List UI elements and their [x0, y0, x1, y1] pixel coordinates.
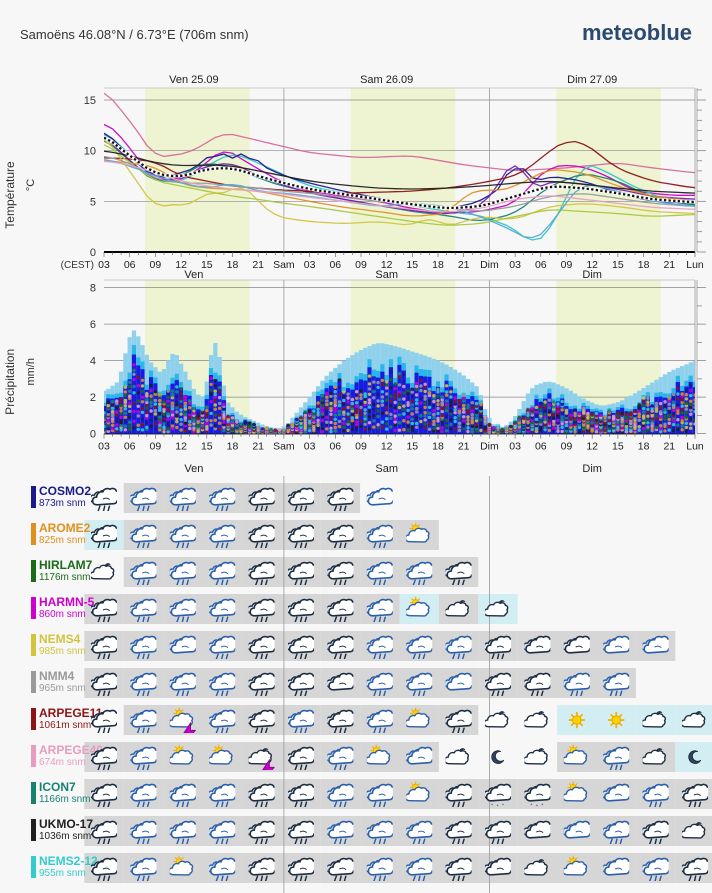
- svg-text:18: 18: [638, 259, 650, 270]
- svg-text:06: 06: [329, 259, 341, 270]
- svg-text:03: 03: [509, 441, 521, 453]
- svg-text:°C: °C: [25, 179, 37, 191]
- svg-text:03: 03: [304, 259, 316, 270]
- svg-text:Dim: Dim: [480, 441, 499, 453]
- svg-text:15: 15: [406, 441, 418, 453]
- svg-text:0: 0: [90, 429, 96, 441]
- svg-text:674m snm: 674m snm: [39, 757, 86, 768]
- svg-text:21: 21: [252, 441, 264, 453]
- svg-text:Température: Température: [3, 161, 17, 229]
- svg-text:ICON7: ICON7: [39, 780, 76, 794]
- svg-text:12: 12: [381, 441, 393, 453]
- svg-text:15: 15: [201, 441, 213, 453]
- svg-text:09: 09: [355, 259, 367, 270]
- svg-text:09: 09: [150, 259, 162, 270]
- svg-text:NMM4: NMM4: [39, 669, 75, 683]
- svg-text:12: 12: [175, 259, 187, 270]
- svg-text:HARMN-5: HARMN-5: [39, 595, 95, 609]
- svg-text:1061m snm: 1061m snm: [39, 720, 91, 731]
- svg-text:09: 09: [355, 441, 367, 453]
- svg-text:10: 10: [84, 146, 96, 158]
- svg-text:985m snm: 985m snm: [39, 646, 86, 657]
- svg-text:mm/h: mm/h: [25, 358, 37, 386]
- svg-text:06: 06: [535, 441, 547, 453]
- svg-text:Ven 25.09: Ven 25.09: [169, 75, 219, 86]
- svg-text:12: 12: [175, 441, 187, 453]
- svg-text:06: 06: [124, 441, 136, 453]
- svg-text:Dim: Dim: [480, 259, 499, 270]
- svg-text:1166m snm: 1166m snm: [39, 794, 91, 805]
- svg-text:18: 18: [432, 259, 444, 270]
- svg-text:NEMS2-12: NEMS2-12: [39, 854, 98, 868]
- svg-text:06: 06: [329, 441, 341, 453]
- svg-text:Sam 26.09: Sam 26.09: [360, 75, 413, 86]
- svg-text:Lun: Lun: [686, 441, 704, 453]
- svg-text:09: 09: [561, 259, 573, 270]
- svg-text:4: 4: [90, 356, 96, 368]
- svg-text:Dim: Dim: [582, 463, 602, 475]
- svg-text:12: 12: [586, 259, 598, 270]
- svg-text:825m snm: 825m snm: [39, 535, 86, 546]
- svg-text:5: 5: [90, 196, 96, 208]
- svg-text:Précipitation: Précipitation: [3, 349, 17, 415]
- svg-text:Sam: Sam: [273, 441, 295, 453]
- svg-text:09: 09: [561, 441, 573, 453]
- svg-text:873m snm: 873m snm: [39, 498, 86, 509]
- svg-text:965m snm: 965m snm: [39, 683, 86, 694]
- svg-text:Dim: Dim: [582, 270, 602, 281]
- svg-text:21: 21: [252, 259, 264, 270]
- svg-text:12: 12: [381, 259, 393, 270]
- svg-text:Ven: Ven: [184, 463, 203, 475]
- svg-text:Sam: Sam: [375, 463, 398, 475]
- svg-text:1176m snm: 1176m snm: [39, 572, 91, 583]
- svg-text:6: 6: [90, 319, 96, 331]
- svg-text:15: 15: [201, 259, 213, 270]
- svg-text:18: 18: [227, 441, 239, 453]
- svg-text:HIRLAM7: HIRLAM7: [39, 558, 93, 572]
- svg-text:0: 0: [90, 247, 96, 259]
- svg-text:21: 21: [663, 441, 675, 453]
- svg-text:18: 18: [638, 441, 650, 453]
- svg-text:06: 06: [124, 259, 136, 270]
- svg-text:2: 2: [90, 392, 96, 404]
- svg-text:03: 03: [98, 259, 110, 270]
- svg-text:03: 03: [98, 441, 110, 453]
- svg-text:COSMO2: COSMO2: [39, 484, 91, 498]
- svg-text:03: 03: [509, 259, 521, 270]
- svg-text:860m snm: 860m snm: [39, 609, 86, 620]
- svg-text:NEMS4: NEMS4: [39, 632, 81, 646]
- svg-text:Sam: Sam: [375, 270, 398, 281]
- svg-text:18: 18: [227, 259, 239, 270]
- svg-text:Ven: Ven: [184, 270, 203, 281]
- svg-text:AROME2: AROME2: [39, 521, 91, 535]
- svg-text:18: 18: [432, 441, 444, 453]
- svg-text:Sam: Sam: [273, 259, 295, 270]
- svg-text:1036m snm: 1036m snm: [39, 831, 91, 842]
- svg-text:15: 15: [612, 441, 624, 453]
- svg-text:8: 8: [90, 283, 96, 295]
- svg-text:21: 21: [663, 259, 675, 270]
- svg-text:15: 15: [612, 259, 624, 270]
- svg-text:955m snm: 955m snm: [39, 868, 86, 879]
- svg-text:15: 15: [84, 95, 96, 107]
- svg-text:(CEST): (CEST): [61, 260, 94, 270]
- svg-text:12: 12: [586, 441, 598, 453]
- svg-text:21: 21: [458, 441, 470, 453]
- svg-text:06: 06: [535, 259, 547, 270]
- svg-text:09: 09: [150, 441, 162, 453]
- svg-text:03: 03: [304, 441, 316, 453]
- svg-text:Lun: Lun: [686, 259, 704, 270]
- svg-text:21: 21: [458, 259, 470, 270]
- svg-text:UKMO-17: UKMO-17: [39, 817, 93, 831]
- svg-text:15: 15: [406, 259, 418, 270]
- svg-text:Dim 27.09: Dim 27.09: [567, 75, 617, 86]
